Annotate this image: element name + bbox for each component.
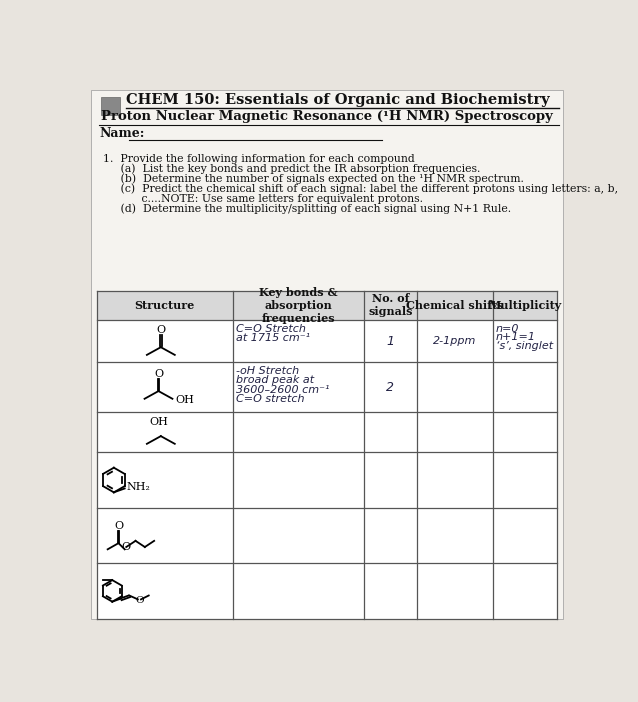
Text: 1.  Provide the following information for each compound: 1. Provide the following information for… bbox=[103, 154, 415, 164]
Text: NH₂: NH₂ bbox=[126, 482, 150, 492]
Text: 2: 2 bbox=[386, 380, 394, 394]
Text: CHEM 150: Essentials of Organic and Biochemistry: CHEM 150: Essentials of Organic and Bioc… bbox=[126, 93, 550, 107]
Text: (c)  Predict the chemical shift of each signal: label the different protons usin: (c) Predict the chemical shift of each s… bbox=[103, 183, 618, 194]
Text: No. of
signals: No. of signals bbox=[368, 293, 413, 317]
Text: Name:: Name: bbox=[99, 126, 144, 140]
Text: (d)  Determine the multiplicity/splitting of each signal using N+1 Rule.: (d) Determine the multiplicity/splitting… bbox=[103, 204, 511, 214]
Text: -oH Stretch: -oH Stretch bbox=[237, 366, 300, 376]
Text: O: O bbox=[114, 521, 123, 531]
Text: Structure: Structure bbox=[135, 300, 195, 311]
Text: O: O bbox=[122, 542, 131, 552]
Text: 2-1ppm: 2-1ppm bbox=[433, 336, 477, 346]
Text: OH: OH bbox=[175, 395, 195, 405]
Text: at 1715 cm⁻¹: at 1715 cm⁻¹ bbox=[237, 333, 311, 343]
Text: (b)  Determine the number of signals expected on the ¹H NMR spectrum.: (b) Determine the number of signals expe… bbox=[103, 173, 524, 184]
Text: OH: OH bbox=[150, 417, 168, 428]
Text: n+1=1: n+1=1 bbox=[496, 332, 536, 342]
Text: C=O stretch: C=O stretch bbox=[237, 394, 305, 404]
Text: (a)  List the key bonds and predict the IR absorption frequencies.: (a) List the key bonds and predict the I… bbox=[103, 164, 480, 174]
Text: c....NOTE: Use same letters for equivalent protons.: c....NOTE: Use same letters for equivale… bbox=[103, 194, 423, 204]
Text: n=0: n=0 bbox=[496, 324, 519, 333]
Text: Key bonds &
absorption
frequencies: Key bonds & absorption frequencies bbox=[259, 287, 338, 324]
Bar bbox=[97, 291, 557, 320]
Bar bbox=[101, 97, 120, 115]
Text: C=O Stretch: C=O Stretch bbox=[237, 324, 306, 333]
Text: ‘s’, singlet: ‘s’, singlet bbox=[496, 340, 553, 351]
Text: broad peak at: broad peak at bbox=[237, 376, 315, 385]
Text: 3600–2600 cm⁻¹: 3600–2600 cm⁻¹ bbox=[237, 385, 330, 395]
Text: O: O bbox=[135, 597, 144, 605]
Text: 1: 1 bbox=[386, 335, 394, 347]
Text: Multiplicity: Multiplicity bbox=[488, 300, 561, 311]
Text: Proton Nuclear Magnetic Resonance (¹H NMR) Spectroscopy: Proton Nuclear Magnetic Resonance (¹H NM… bbox=[101, 110, 553, 123]
Text: O: O bbox=[154, 369, 163, 379]
Bar bbox=[97, 291, 557, 618]
Text: O: O bbox=[156, 325, 165, 336]
Text: Chemical shifts: Chemical shifts bbox=[406, 300, 503, 311]
